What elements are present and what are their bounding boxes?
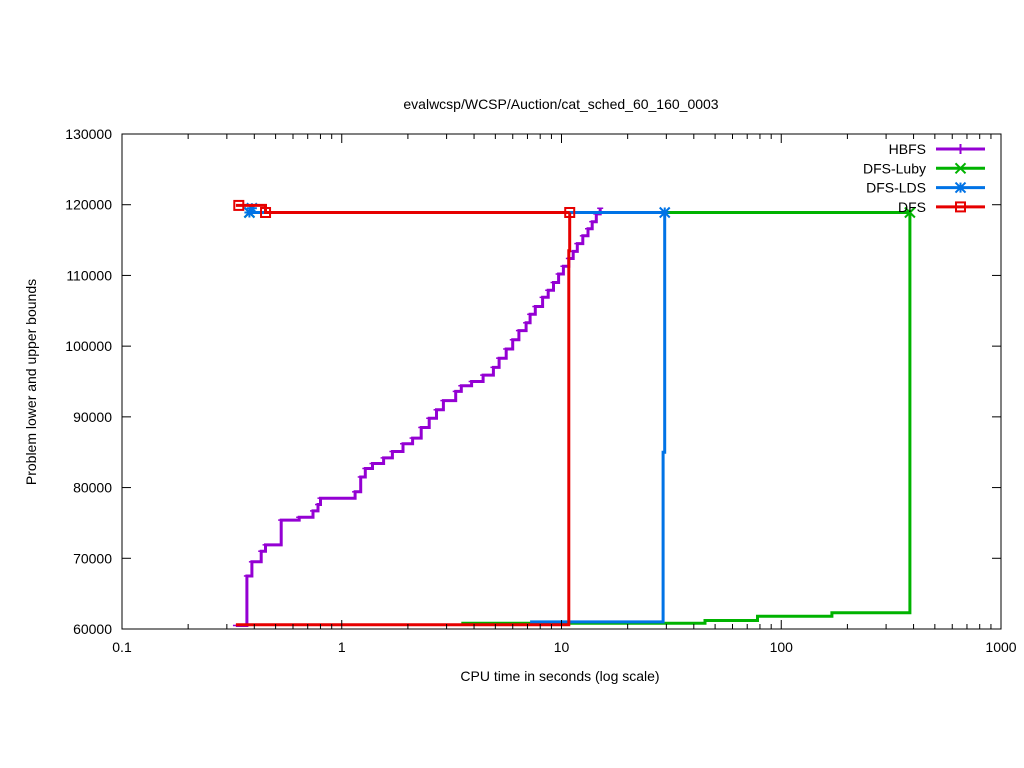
legend-item-dfs-luby: DFS-Luby bbox=[863, 160, 985, 176]
series-dfs-lds-marker bbox=[659, 206, 671, 219]
legend-marker bbox=[955, 144, 966, 154]
y-tick-label: 60000 bbox=[73, 621, 112, 637]
legend-label: HBFS bbox=[889, 141, 926, 157]
legend-label: DFS bbox=[898, 199, 926, 215]
series-dfs-lower-bound-line bbox=[235, 212, 572, 627]
series-hbfs bbox=[232, 207, 604, 627]
series-dfs-luby-marker bbox=[904, 206, 916, 219]
legend-label: DFS-Luby bbox=[863, 160, 926, 176]
legend-marker bbox=[954, 162, 967, 175]
x-tick-label: 10 bbox=[554, 639, 570, 655]
y-axis-title: Problem lower and upper bounds bbox=[23, 279, 39, 485]
series-dfs-marker bbox=[260, 206, 272, 218]
chart-title: evalwcsp/WCSP/Auction/cat_sched_60_160_0… bbox=[403, 96, 718, 112]
y-tick-label: 110000 bbox=[66, 267, 112, 283]
series-dfs-marker bbox=[564, 206, 576, 218]
x-tick-label: 0.1 bbox=[112, 639, 132, 655]
x-axis-title: CPU time in seconds (log scale) bbox=[460, 668, 659, 684]
y-tick-label: 70000 bbox=[73, 550, 112, 566]
legend: HBFS DFS-Luby DFS-LDS DFS bbox=[863, 141, 985, 215]
legend-item-dfs: DFS bbox=[898, 199, 985, 215]
x-tick-label: 1000 bbox=[985, 639, 1016, 655]
series-layer bbox=[232, 199, 916, 627]
y-tick-label: 130000 bbox=[65, 126, 112, 142]
legend-item-hbfs: HBFS bbox=[889, 141, 985, 157]
series-dfs-luby-lower-bound-line bbox=[461, 212, 912, 625]
legend-item-dfs-lds: DFS-LDS bbox=[866, 180, 985, 196]
legend-marker bbox=[954, 181, 967, 194]
legend-label: DFS-LDS bbox=[866, 180, 926, 196]
series-dfs-lds-lower-bound-line bbox=[530, 212, 667, 624]
y-tick-label: 80000 bbox=[73, 480, 112, 496]
series-dfs-marker bbox=[233, 199, 245, 211]
series-dfs bbox=[233, 199, 576, 627]
x-tick-label: 1 bbox=[338, 639, 346, 655]
legend-marker bbox=[955, 201, 966, 213]
y-tick-label: 100000 bbox=[65, 338, 112, 354]
x-tick-label: 100 bbox=[770, 639, 794, 655]
ticks-layer: 0.1 1 10 100 1000 60000 70000 80000 90000 100000 1… bbox=[65, 126, 1016, 655]
y-tick-label: 120000 bbox=[65, 197, 112, 213]
y-tick-label: 90000 bbox=[73, 409, 112, 425]
